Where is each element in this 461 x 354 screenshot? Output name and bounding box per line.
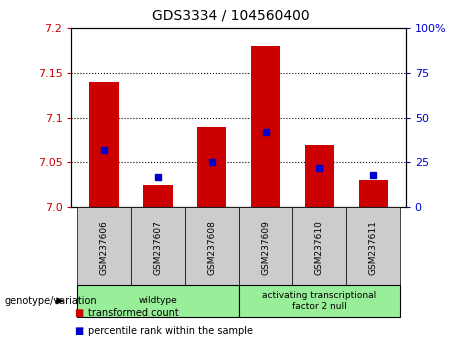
Bar [251,46,280,207]
Text: GSM237607: GSM237607 [153,220,162,275]
Bar [346,207,400,285]
Text: GSM237611: GSM237611 [369,220,378,275]
Text: activating transcriptional
factor 2 null: activating transcriptional factor 2 null [262,291,377,310]
Text: ■: ■ [74,326,83,336]
Bar [77,285,239,317]
Bar [131,207,185,285]
Text: genotype/variation: genotype/variation [5,296,97,306]
Text: GSM237609: GSM237609 [261,220,270,275]
Text: ■: ■ [74,308,83,318]
Bar [359,180,388,207]
Text: transformed count: transformed count [88,308,178,318]
Bar [185,207,239,285]
Bar [292,207,346,285]
Bar [305,144,334,207]
Text: GSM237610: GSM237610 [315,220,324,275]
Text: percentile rank within the sample: percentile rank within the sample [88,326,253,336]
Bar [143,185,172,207]
Text: wildtype: wildtype [138,296,177,306]
Bar [89,82,118,207]
Text: GSM237606: GSM237606 [99,220,108,275]
Bar [239,285,400,317]
Text: GDS3334 / 104560400: GDS3334 / 104560400 [152,9,309,23]
Bar [239,207,292,285]
Bar [77,207,131,285]
Text: GSM237608: GSM237608 [207,220,216,275]
Bar [197,127,226,207]
